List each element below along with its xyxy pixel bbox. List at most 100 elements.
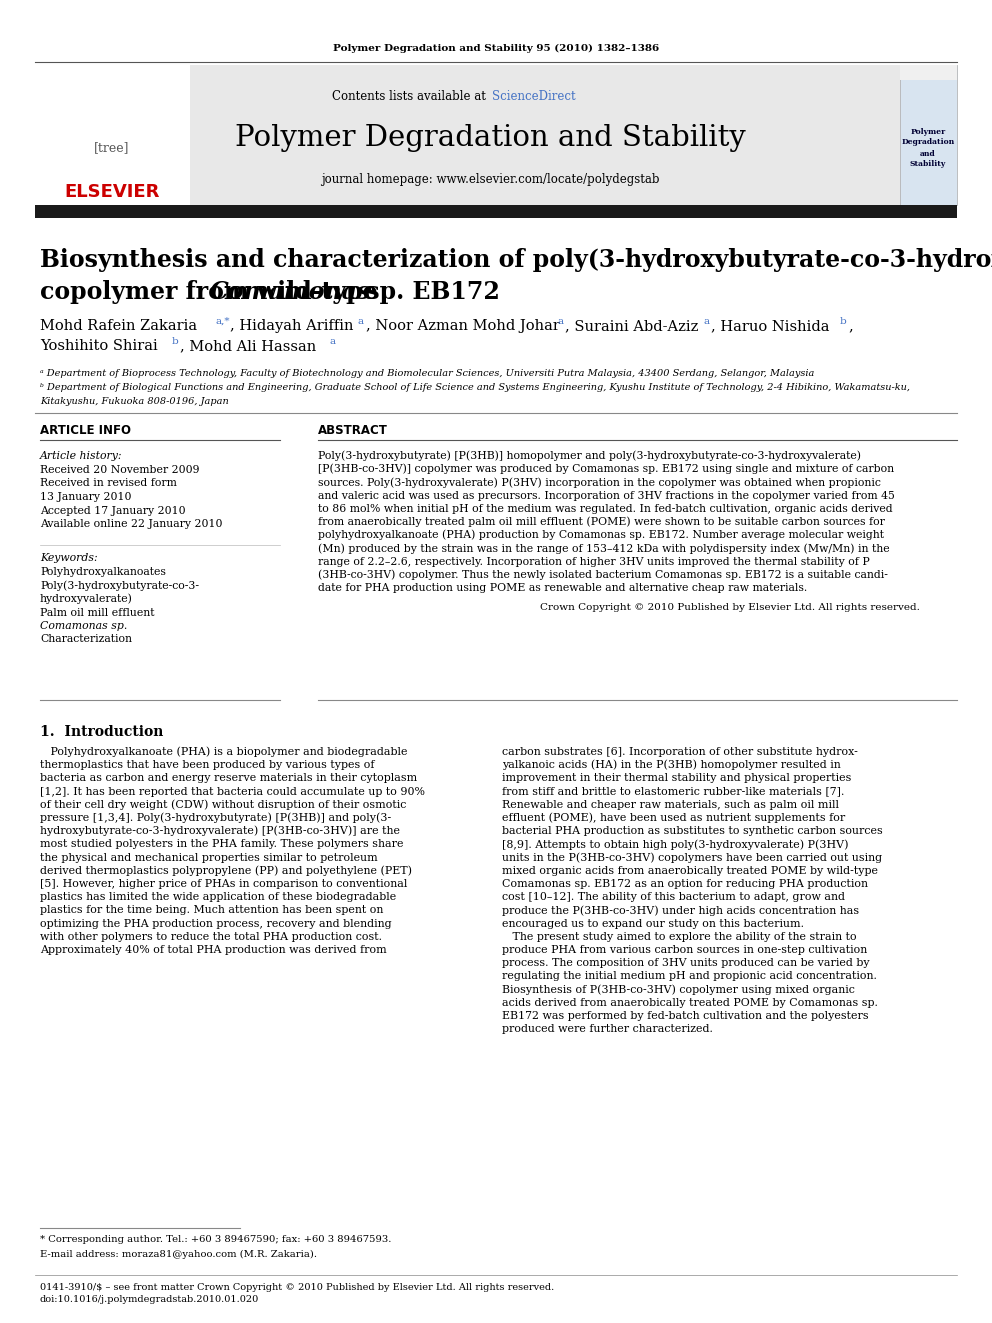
Text: regulating the initial medium pH and propionic acid concentration.: regulating the initial medium pH and pro… <box>502 971 877 982</box>
Text: hydroxyvalerate): hydroxyvalerate) <box>40 594 133 605</box>
Text: Biosynthesis of P(3HB-co-3HV) copolymer using mixed organic: Biosynthesis of P(3HB-co-3HV) copolymer … <box>502 984 855 995</box>
Text: plastics for the time being. Much attention has been spent on: plastics for the time being. Much attent… <box>40 905 383 916</box>
Text: a: a <box>330 336 336 345</box>
Text: [1,2]. It has been reported that bacteria could accumulate up to 90%: [1,2]. It has been reported that bacteri… <box>40 787 425 796</box>
Text: bacteria as carbon and energy reserve materials in their cytoplasm: bacteria as carbon and energy reserve ma… <box>40 774 418 783</box>
FancyBboxPatch shape <box>900 65 957 205</box>
Text: ,: , <box>848 319 853 333</box>
FancyBboxPatch shape <box>35 65 957 205</box>
Text: to 86 mol% when initial pH of the medium was regulated. In fed-batch cultivation: to 86 mol% when initial pH of the medium… <box>318 504 893 513</box>
Text: Article history:: Article history: <box>40 451 122 460</box>
Text: Available online 22 January 2010: Available online 22 January 2010 <box>40 519 222 529</box>
Text: 0141-3910/$ – see front matter Crown Copyright © 2010 Published by Elsevier Ltd.: 0141-3910/$ – see front matter Crown Cop… <box>40 1282 555 1291</box>
Text: , Hidayah Ariffin: , Hidayah Ariffin <box>230 319 353 333</box>
Text: Yoshihito Shirai: Yoshihito Shirai <box>40 339 158 353</box>
Text: Contents lists available at: Contents lists available at <box>332 90 490 103</box>
Text: Comamonas sp.: Comamonas sp. <box>40 620 127 631</box>
Text: E-mail address: moraza81@yahoo.com (M.R. Zakaria).: E-mail address: moraza81@yahoo.com (M.R.… <box>40 1249 317 1258</box>
Text: polyhydroxyalkanoate (PHA) production by Comamonas sp. EB172. Number average mol: polyhydroxyalkanoate (PHA) production by… <box>318 531 884 541</box>
Text: Received 20 November 2009: Received 20 November 2009 <box>40 464 199 475</box>
Text: Received in revised form: Received in revised form <box>40 479 177 488</box>
Text: , Noor Azman Mohd Johar: , Noor Azman Mohd Johar <box>366 319 559 333</box>
Text: 1.  Introduction: 1. Introduction <box>40 725 164 740</box>
Text: Biosynthesis and characterization of poly(3-hydroxybutyrate-co-3-hydroxyvalerate: Biosynthesis and characterization of pol… <box>40 247 992 273</box>
Text: encouraged us to expand our study on this bacterium.: encouraged us to expand our study on thi… <box>502 918 804 929</box>
Text: acids derived from anaerobically treated POME by Comamonas sp.: acids derived from anaerobically treated… <box>502 998 878 1008</box>
Text: plastics has limited the wide application of these biodegradable: plastics has limited the wide applicatio… <box>40 892 396 902</box>
Text: with other polymers to reduce the total PHA production cost.: with other polymers to reduce the total … <box>40 931 382 942</box>
Text: units in the P(3HB-co-3HV) copolymers have been carried out using: units in the P(3HB-co-3HV) copolymers ha… <box>502 852 882 863</box>
Text: Comamonas sp. EB172 as an option for reducing PHA production: Comamonas sp. EB172 as an option for red… <box>502 878 868 889</box>
Text: bacterial PHA production as substitutes to synthetic carbon sources: bacterial PHA production as substitutes … <box>502 826 883 836</box>
Text: copolymer from wild-type: copolymer from wild-type <box>40 280 386 304</box>
Text: ARTICLE INFO: ARTICLE INFO <box>40 423 131 437</box>
Text: , Mohd Ali Hassan: , Mohd Ali Hassan <box>180 339 316 353</box>
Text: a: a <box>358 316 364 325</box>
Text: most studied polyesters in the PHA family. These polymers share: most studied polyesters in the PHA famil… <box>40 839 404 849</box>
Text: range of 2.2–2.6, respectively. Incorporation of higher 3HV units improved the t: range of 2.2–2.6, respectively. Incorpor… <box>318 557 870 566</box>
Text: a,*: a,* <box>216 316 230 325</box>
Text: EB172 was performed by fed-batch cultivation and the polyesters: EB172 was performed by fed-batch cultiva… <box>502 1011 869 1021</box>
Text: and valeric acid was used as precursors. Incorporation of 3HV fractions in the c: and valeric acid was used as precursors.… <box>318 491 895 500</box>
Text: cost [10–12]. The ability of this bacterium to adapt, grow and: cost [10–12]. The ability of this bacter… <box>502 892 845 902</box>
FancyBboxPatch shape <box>35 205 957 218</box>
Text: [5]. However, higher price of PHAs in comparison to conventional: [5]. However, higher price of PHAs in co… <box>40 878 408 889</box>
Text: sp. EB172: sp. EB172 <box>358 280 500 304</box>
Text: the physical and mechanical properties similar to petroleum: the physical and mechanical properties s… <box>40 852 378 863</box>
Text: [P(3HB-co-3HV)] copolymer was produced by Comamonas sp. EB172 using single and m: [P(3HB-co-3HV)] copolymer was produced b… <box>318 464 894 475</box>
Text: * Corresponding author. Tel.: +60 3 89467590; fax: +60 3 89467593.: * Corresponding author. Tel.: +60 3 8946… <box>40 1236 392 1245</box>
Text: from anaerobically treated palm oil mill effluent (POME) were shown to be suitab: from anaerobically treated palm oil mill… <box>318 517 885 528</box>
Text: effluent (POME), have been used as nutrient supplements for: effluent (POME), have been used as nutri… <box>502 812 845 823</box>
Text: ᵃ Department of Bioprocess Technology, Faculty of Biotechnology and Biomolecular: ᵃ Department of Bioprocess Technology, F… <box>40 369 814 378</box>
Text: thermoplastics that have been produced by various types of: thermoplastics that have been produced b… <box>40 761 375 770</box>
Text: ᵇ Department of Biological Functions and Engineering, Graduate School of Life Sc: ᵇ Department of Biological Functions and… <box>40 384 910 393</box>
Text: Mohd Rafein Zakaria: Mohd Rafein Zakaria <box>40 319 197 333</box>
Text: improvement in their thermal stability and physical properties: improvement in their thermal stability a… <box>502 774 851 783</box>
Text: process. The composition of 3HV units produced can be varied by: process. The composition of 3HV units pr… <box>502 958 870 968</box>
Text: date for PHA production using POME as renewable and alternative cheap raw materi: date for PHA production using POME as re… <box>318 583 807 593</box>
Text: doi:10.1016/j.polymdegradstab.2010.01.020: doi:10.1016/j.polymdegradstab.2010.01.02… <box>40 1295 259 1304</box>
Text: Poly(3-hydroxybutyrate) [P(3HB)] homopolymer and poly(3-hydroxybutyrate-co-3-hyd: Poly(3-hydroxybutyrate) [P(3HB)] homopol… <box>318 451 861 462</box>
Text: Kitakyushu, Fukuoka 808-0196, Japan: Kitakyushu, Fukuoka 808-0196, Japan <box>40 397 229 406</box>
Text: mixed organic acids from anaerobically treated POME by wild-type: mixed organic acids from anaerobically t… <box>502 865 878 876</box>
Text: Polyhydroxyalkanoates: Polyhydroxyalkanoates <box>40 568 166 577</box>
FancyBboxPatch shape <box>900 65 957 79</box>
Text: , Haruo Nishida: , Haruo Nishida <box>711 319 829 333</box>
Text: optimizing the PHA production process, recovery and blending: optimizing the PHA production process, r… <box>40 918 392 929</box>
Text: [tree]: [tree] <box>94 142 130 155</box>
Text: The present study aimed to explore the ability of the strain to: The present study aimed to explore the a… <box>502 931 857 942</box>
Text: derived thermoplastics polypropylene (PP) and polyethylene (PET): derived thermoplastics polypropylene (PP… <box>40 865 412 876</box>
Text: Poly(3-hydroxybutyrate-co-3-: Poly(3-hydroxybutyrate-co-3- <box>40 581 199 591</box>
Text: (Mn) produced by the strain was in the range of 153–412 kDa with polydispersity : (Mn) produced by the strain was in the r… <box>318 544 890 554</box>
Text: (3HB-co-3HV) copolymer. Thus the newly isolated bacterium Comamonas sp. EB172 is: (3HB-co-3HV) copolymer. Thus the newly i… <box>318 569 888 579</box>
Text: hydroxybutyrate-co-3-hydroxyvalerate) [P(3HB-co-3HV)] are the: hydroxybutyrate-co-3-hydroxyvalerate) [P… <box>40 826 400 836</box>
Text: b: b <box>840 316 847 325</box>
Text: Polymer
Degradation
and
Stability: Polymer Degradation and Stability <box>902 127 954 168</box>
Text: Polymer Degradation and Stability: Polymer Degradation and Stability <box>235 124 745 152</box>
Text: Crown Copyright © 2010 Published by Elsevier Ltd. All rights reserved.: Crown Copyright © 2010 Published by Else… <box>540 603 920 611</box>
Text: pressure [1,3,4]. Poly(3-hydroxybutyrate) [P(3HB)] and poly(3-: pressure [1,3,4]. Poly(3-hydroxybutyrate… <box>40 812 391 823</box>
Text: ABSTRACT: ABSTRACT <box>318 423 388 437</box>
Text: Comamonas: Comamonas <box>210 280 371 304</box>
Text: a: a <box>703 316 709 325</box>
FancyBboxPatch shape <box>35 65 190 205</box>
Text: 13 January 2010: 13 January 2010 <box>40 492 132 501</box>
Text: of their cell dry weight (CDW) without disruption of their osmotic: of their cell dry weight (CDW) without d… <box>40 799 407 810</box>
Text: sources. Poly(3-hydroxyvalerate) P(3HV) incorporation in the copolymer was obtai: sources. Poly(3-hydroxyvalerate) P(3HV) … <box>318 478 881 488</box>
Text: Characterization: Characterization <box>40 635 132 644</box>
Text: Approximately 40% of total PHA production was derived from: Approximately 40% of total PHA productio… <box>40 945 387 955</box>
Text: from stiff and brittle to elastomeric rubber-like materials [7].: from stiff and brittle to elastomeric ru… <box>502 787 844 796</box>
Text: b: b <box>172 336 179 345</box>
Text: Polymer Degradation and Stability 95 (2010) 1382–1386: Polymer Degradation and Stability 95 (20… <box>333 44 659 53</box>
Text: produce the P(3HB-co-3HV) under high acids concentration has: produce the P(3HB-co-3HV) under high aci… <box>502 905 859 916</box>
Text: yalkanoic acids (HA) in the P(3HB) homopolymer resulted in: yalkanoic acids (HA) in the P(3HB) homop… <box>502 759 841 770</box>
Text: ELSEVIER: ELSEVIER <box>64 183 160 201</box>
Text: Keywords:: Keywords: <box>40 553 97 564</box>
Text: produced were further characterized.: produced were further characterized. <box>502 1024 713 1035</box>
Text: a: a <box>557 316 563 325</box>
Text: Palm oil mill effluent: Palm oil mill effluent <box>40 607 155 618</box>
Text: produce PHA from various carbon sources in one-step cultivation: produce PHA from various carbon sources … <box>502 945 867 955</box>
Text: , Suraini Abd-Aziz: , Suraini Abd-Aziz <box>565 319 698 333</box>
Text: Accepted 17 January 2010: Accepted 17 January 2010 <box>40 505 186 516</box>
Text: [8,9]. Attempts to obtain high poly(3-hydroxyvalerate) P(3HV): [8,9]. Attempts to obtain high poly(3-hy… <box>502 839 848 849</box>
